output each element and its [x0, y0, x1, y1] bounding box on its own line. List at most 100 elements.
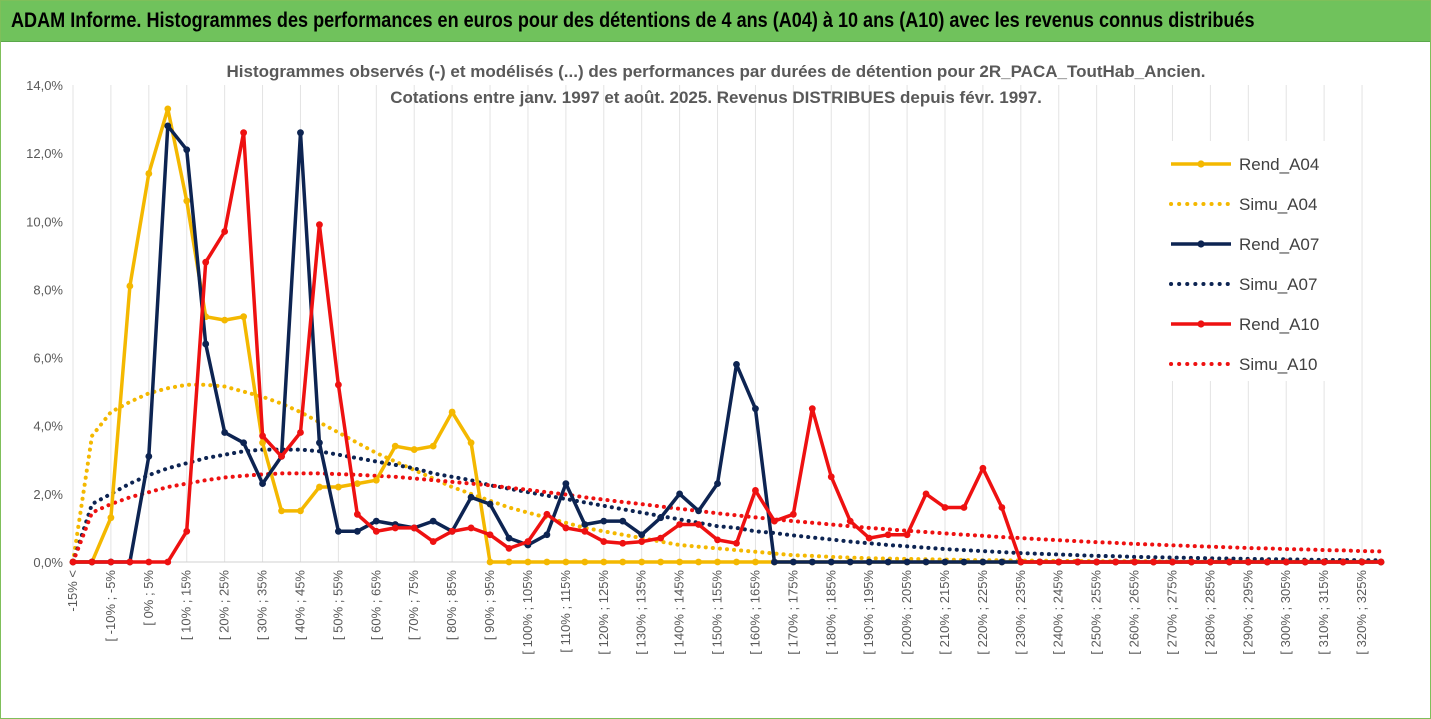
data-point — [1377, 558, 1385, 566]
data-point — [467, 493, 475, 501]
series-Simu_A07 — [71, 447, 1383, 564]
legend-item-Rend_A07[interactable]: Rend_A07 — [1171, 235, 1319, 254]
chart-title-line: Cotations entre janv. 1997 et août. 2025… — [390, 88, 1042, 107]
data-point — [391, 524, 399, 532]
data-point — [657, 534, 665, 542]
data-point — [429, 517, 437, 525]
data-point — [410, 524, 418, 532]
data-point — [752, 487, 759, 494]
chart-title-line: Histogrammes observés (-) et modélisés (… — [227, 62, 1206, 81]
data-point — [278, 507, 285, 515]
x-tick-label: [ 100% ; 105% — [520, 570, 535, 655]
x-axis: -15% < [ -10% ; -5% [ 0% ; 5% [ 10% ; 15% [ … — [65, 570, 1369, 655]
legend[interactable]: Rend_A04 Simu_A04 Rend_A07 Simu_A07 Rend_A10… — [1159, 141, 1359, 381]
data-point — [1282, 558, 1290, 566]
data-point — [695, 507, 702, 515]
data-point — [297, 507, 304, 515]
x-tick-label: [ 20% ; 25% — [217, 570, 232, 641]
data-point — [789, 510, 797, 518]
data-point — [941, 504, 949, 511]
data-point — [998, 558, 1006, 566]
x-tick-label: [ 310% ; 315% — [1316, 570, 1331, 655]
data-point — [884, 531, 892, 539]
legend-item-Rend_A10[interactable]: Rend_A10 — [1171, 315, 1319, 334]
data-point — [960, 504, 968, 511]
data-point — [410, 446, 418, 453]
data-point — [183, 146, 191, 154]
data-point — [353, 480, 361, 488]
legend-marker — [1197, 320, 1205, 328]
data-point — [448, 408, 456, 416]
x-tick-label: [ 70% ; 75% — [406, 570, 421, 641]
data-point — [372, 527, 380, 535]
data-point — [846, 558, 854, 566]
x-tick-label: [ 0% ; 5% — [141, 570, 156, 626]
data-point — [372, 517, 380, 525]
data-point — [657, 514, 665, 522]
y-tick-label: 14,0% — [26, 78, 63, 93]
data-point — [107, 558, 115, 566]
legend-item-Simu_A10[interactable]: Simu_A10 — [1169, 355, 1317, 374]
legend-label: Rend_A10 — [1239, 315, 1319, 334]
data-point — [733, 360, 740, 368]
data-point — [486, 500, 494, 508]
x-tick-label: [ 200% ; 205% — [899, 570, 914, 655]
chart-area: Histogrammes observés (-) et modélisés (… — [26, 62, 1385, 655]
data-point — [600, 558, 608, 566]
x-tick-label: [ 50% ; 55% — [330, 570, 345, 641]
data-point — [353, 510, 361, 518]
data-point — [505, 558, 513, 566]
data-point — [789, 558, 797, 566]
data-point — [752, 405, 759, 413]
data-point — [827, 473, 835, 481]
x-tick-label: [ 60% ; 65% — [368, 570, 383, 641]
y-tick-label: 2,0% — [33, 487, 63, 502]
legend-label: Rend_A04 — [1239, 155, 1319, 174]
data-point — [221, 228, 229, 235]
data-point — [562, 558, 570, 566]
legend-box — [1159, 141, 1359, 381]
data-point — [145, 558, 153, 566]
x-tick-label: [ 10% ; 15% — [179, 570, 194, 641]
data-point — [846, 517, 854, 525]
series-line — [73, 130, 1381, 564]
data-point — [903, 558, 911, 566]
data-point — [221, 316, 229, 324]
data-point — [1206, 558, 1214, 566]
data-point — [1244, 558, 1252, 566]
legend-item-Rend_A04[interactable]: Rend_A04 — [1171, 155, 1319, 174]
data-point — [297, 429, 304, 436]
x-tick-label: [ 220% ; 225% — [975, 570, 990, 655]
data-point — [808, 405, 816, 413]
data-point — [676, 521, 684, 528]
data-point — [884, 558, 892, 566]
data-point — [240, 129, 248, 137]
data-point — [581, 521, 589, 528]
legend-item-Simu_A04[interactable]: Simu_A04 — [1169, 195, 1317, 214]
data-point — [486, 558, 494, 566]
x-tick-label: -15% < — [65, 570, 80, 612]
data-point — [1112, 558, 1120, 566]
data-point — [903, 531, 911, 539]
data-point — [657, 558, 665, 566]
x-tick-label: [ 170% ; 175% — [785, 570, 800, 655]
x-tick-label: [ 80% ; 85% — [444, 570, 459, 641]
data-point — [770, 558, 778, 566]
data-point — [638, 558, 646, 566]
series-group — [69, 105, 1385, 566]
data-point — [221, 429, 229, 436]
data-point — [316, 483, 323, 491]
data-point — [922, 490, 930, 498]
data-point — [865, 534, 873, 542]
data-point — [316, 221, 323, 229]
data-point — [676, 490, 684, 498]
data-point — [1093, 558, 1101, 566]
data-point — [827, 558, 835, 566]
data-point — [240, 439, 248, 447]
report-title: ADAM Informe. Histogrammes des performan… — [11, 9, 1255, 32]
legend-item-Simu_A07[interactable]: Simu_A07 — [1169, 275, 1317, 294]
x-tick-label: [ 40% ; 45% — [292, 570, 307, 641]
x-tick-label: [ 140% ; 145% — [672, 570, 687, 655]
data-point — [979, 558, 987, 566]
